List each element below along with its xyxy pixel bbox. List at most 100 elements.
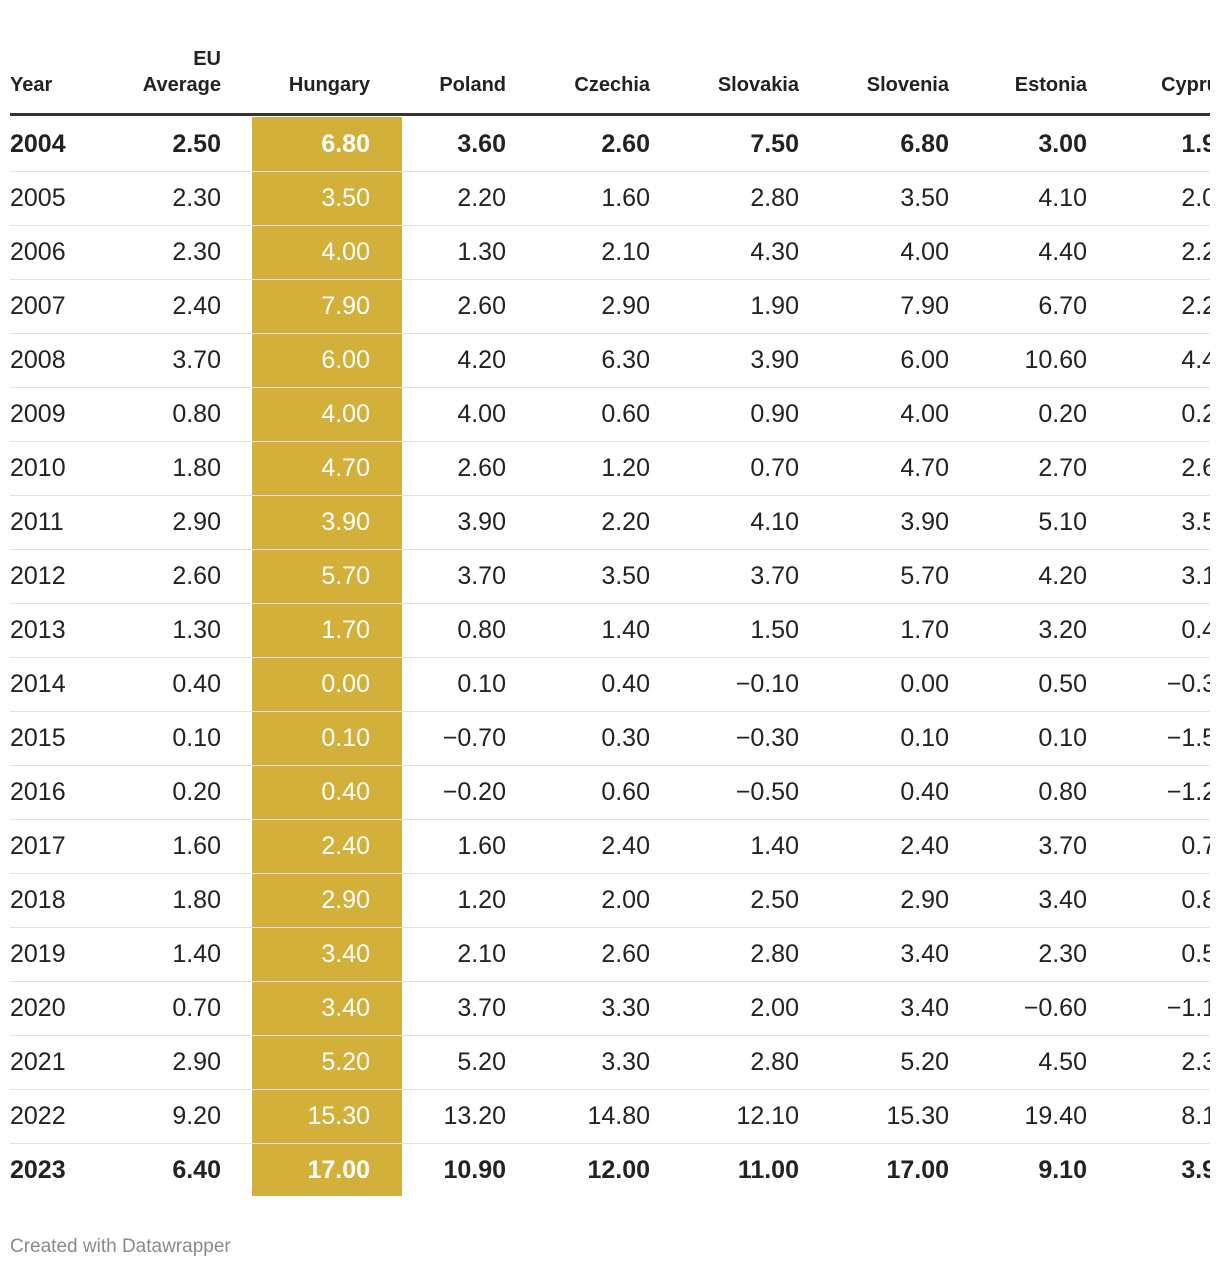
value-cell: 2.00 <box>1181 184 1210 212</box>
value-cell: 6.30 <box>601 346 650 374</box>
value-cell: 2.90 <box>172 508 221 536</box>
value-cell: 2.30 <box>1181 1048 1210 1076</box>
value-cell: 1.80 <box>172 886 221 914</box>
value-cell: 8.10 <box>1181 1102 1210 1130</box>
value-cell: 2.10 <box>601 238 650 266</box>
value-cell: 4.50 <box>1038 1048 1087 1076</box>
value-cell: 3.90 <box>321 508 370 536</box>
row-separator <box>10 333 1210 334</box>
value-cell: 1.30 <box>457 238 506 266</box>
year-cell: 2022 <box>10 1102 66 1130</box>
column-header: Cyprus <box>1161 74 1210 96</box>
value-cell: 2.20 <box>601 508 650 536</box>
year-cell: 2004 <box>10 130 66 158</box>
value-cell: 2.60 <box>601 940 650 968</box>
year-cell: 2015 <box>10 724 66 752</box>
value-cell: 3.50 <box>321 184 370 212</box>
value-cell: 5.20 <box>321 1048 370 1076</box>
value-cell: 3.40 <box>1038 886 1087 914</box>
year-cell: 2007 <box>10 292 66 320</box>
value-cell: 17.00 <box>886 1156 949 1184</box>
value-cell: 0.80 <box>457 616 506 644</box>
value-cell: 2.60 <box>601 130 650 158</box>
value-cell: 0.40 <box>172 670 221 698</box>
value-cell: 0.80 <box>1038 778 1087 806</box>
value-cell: 2.10 <box>457 940 506 968</box>
value-cell: 0.10 <box>457 670 506 698</box>
year-cell: 2018 <box>10 886 66 914</box>
year-cell: 2009 <box>10 400 66 428</box>
value-cell: 1.40 <box>601 616 650 644</box>
value-cell: 2.20 <box>1181 238 1210 266</box>
value-cell: 10.60 <box>1024 346 1087 374</box>
year-cell: 2023 <box>10 1156 66 1184</box>
column-header: Estonia <box>1014 74 1087 96</box>
value-cell: 4.10 <box>1038 184 1087 212</box>
highlight-column <box>252 117 402 1196</box>
value-cell: 9.20 <box>172 1102 221 1130</box>
value-cell: 1.40 <box>750 832 799 860</box>
value-cell: 4.00 <box>321 400 370 428</box>
value-cell: −1.20 <box>1166 778 1210 806</box>
row-separator <box>10 549 1210 550</box>
value-cell: 0.90 <box>750 400 799 428</box>
value-cell: 1.90 <box>1181 130 1210 158</box>
value-cell: 2.80 <box>750 1048 799 1076</box>
value-cell: 2.30 <box>172 184 221 212</box>
value-cell: 0.50 <box>1038 670 1087 698</box>
value-cell: 0.40 <box>321 778 370 806</box>
value-cell: 1.60 <box>601 184 650 212</box>
value-cell: 0.20 <box>1181 400 1210 428</box>
value-cell: 3.90 <box>900 508 949 536</box>
value-cell: 3.70 <box>750 562 799 590</box>
value-cell: 2.30 <box>172 238 221 266</box>
value-cell: 3.30 <box>601 1048 650 1076</box>
row-separator <box>10 279 1210 280</box>
value-cell: 15.30 <box>307 1102 370 1130</box>
row-separator <box>10 981 1210 982</box>
value-cell: 3.40 <box>900 994 949 1022</box>
value-cell: 2.40 <box>900 832 949 860</box>
value-cell: 2.60 <box>172 562 221 590</box>
value-cell: 3.90 <box>1181 1156 1210 1184</box>
value-cell: 0.80 <box>1181 886 1210 914</box>
value-cell: 1.80 <box>172 454 221 482</box>
value-cell: 0.40 <box>1181 616 1210 644</box>
value-cell: 2.20 <box>1181 292 1210 320</box>
value-cell: 4.30 <box>750 238 799 266</box>
value-cell: 0.40 <box>900 778 949 806</box>
value-cell: 3.60 <box>457 130 506 158</box>
value-cell: 2.50 <box>750 886 799 914</box>
value-cell: 2.70 <box>1038 454 1087 482</box>
value-cell: 0.10 <box>900 724 949 752</box>
value-cell: 3.20 <box>1038 616 1087 644</box>
value-cell: 1.60 <box>172 832 221 860</box>
value-cell: 2.90 <box>172 1048 221 1076</box>
value-cell: −0.60 <box>1023 994 1087 1022</box>
column-header: Year <box>10 74 53 96</box>
value-cell: 0.80 <box>172 400 221 428</box>
column-header: Slovenia <box>866 74 949 96</box>
value-cell: 4.00 <box>900 400 949 428</box>
value-cell: 4.10 <box>750 508 799 536</box>
value-cell: 3.50 <box>601 562 650 590</box>
value-cell: 4.40 <box>1181 346 1210 374</box>
row-separator <box>10 765 1210 766</box>
value-cell: 6.00 <box>900 346 949 374</box>
column-header: EU Average <box>142 48 221 96</box>
value-cell: 5.20 <box>457 1048 506 1076</box>
value-cell: 2.40 <box>321 832 370 860</box>
row-separator <box>10 603 1210 604</box>
value-cell: 12.10 <box>736 1102 799 1130</box>
year-cell: 2008 <box>10 346 66 374</box>
value-cell: 2.40 <box>172 292 221 320</box>
value-cell: 0.10 <box>1038 724 1087 752</box>
year-cell: 2006 <box>10 238 66 266</box>
year-cell: 2014 <box>10 670 66 698</box>
value-cell: 2.00 <box>750 994 799 1022</box>
row-separator <box>10 495 1210 496</box>
value-cell: 3.00 <box>1038 130 1087 158</box>
value-cell: 3.40 <box>321 940 370 968</box>
